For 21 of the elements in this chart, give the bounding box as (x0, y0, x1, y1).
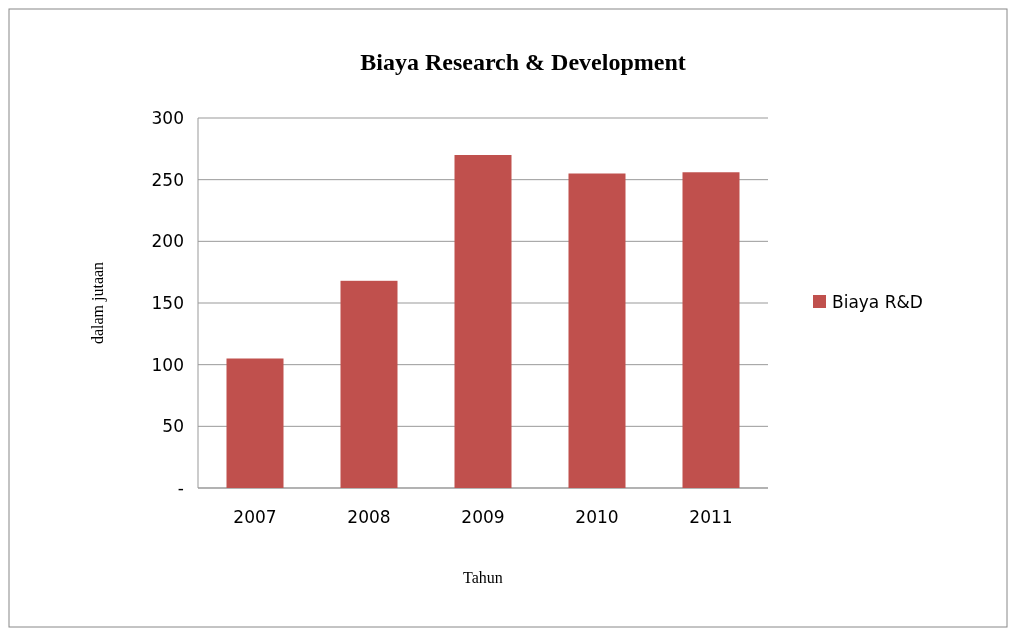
y-tick-label: 150 (151, 292, 184, 313)
y-tick-label: 300 (151, 107, 184, 128)
y-axis-title: dalam jutaan (89, 261, 107, 345)
legend-label: Biaya R&D (832, 291, 923, 312)
x-tick-label: 2011 (689, 507, 733, 527)
bar (568, 173, 626, 488)
x-tick-label: 2010 (575, 507, 619, 527)
x-tick-label: 2007 (233, 507, 277, 527)
bar (340, 280, 398, 488)
y-tick-label: - (177, 477, 184, 498)
y-tick-label: 250 (151, 169, 184, 190)
x-tick-label: 2008 (347, 507, 391, 527)
y-tick-label: 100 (151, 354, 184, 375)
x-tick-label: 2009 (461, 507, 505, 527)
y-tick-label: 200 (151, 231, 184, 252)
bar (454, 155, 512, 488)
chart-title: Biaya Research & Development (360, 49, 686, 75)
y-tick-label: 50 (162, 416, 184, 437)
x-axis-title: Tahun (463, 569, 503, 586)
bar (682, 172, 740, 488)
bar (226, 358, 284, 488)
